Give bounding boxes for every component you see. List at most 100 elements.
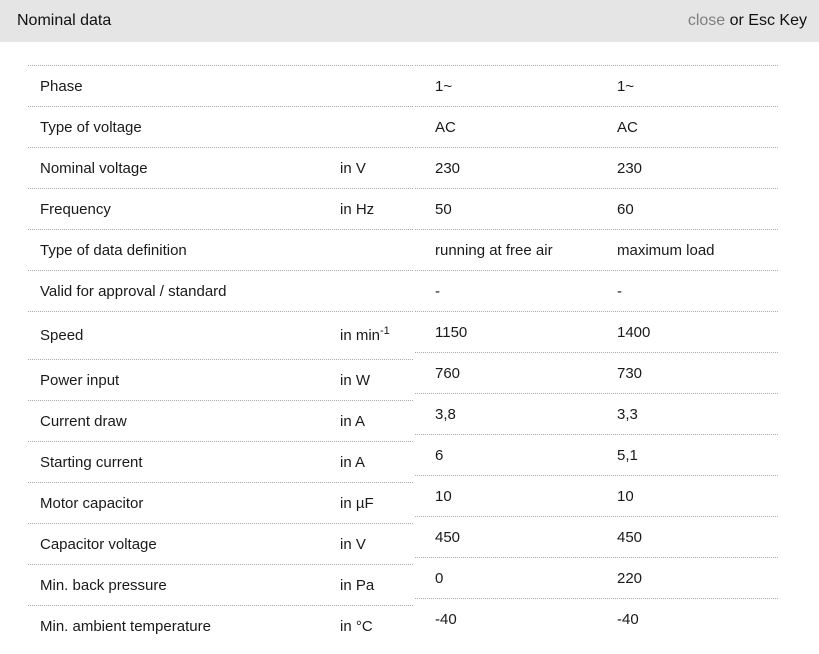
row-label: Capacitor voltage [40, 535, 157, 553]
unit-text: in Hz [340, 200, 375, 218]
row-label: Min. ambient temperature [40, 617, 211, 635]
value-cell-2: AC [617, 118, 638, 136]
value-cell-1: running at free air [435, 241, 553, 259]
value-cell-1: 10 [435, 487, 452, 505]
row-unit: in W [340, 372, 413, 389]
unit-text: in Pa [340, 576, 375, 594]
unit-text: in V [340, 159, 366, 177]
table-row-label: Power input in W [28, 359, 413, 400]
value-cell-1: - [435, 282, 440, 300]
row-unit: in Hz [340, 201, 413, 218]
value-cell-1: AC [435, 118, 456, 136]
table-row-values: -40 -40 [415, 598, 778, 639]
table-row-label: Type of voltage [28, 106, 413, 147]
unit-text: in °C [340, 617, 373, 635]
value-cell-2: - [617, 282, 622, 300]
table-row-values: 1150 1400 [415, 311, 778, 352]
value-cell-2: 230 [617, 159, 643, 177]
table-row-values: running at free air maximum load [415, 229, 778, 270]
table-row-values: 230 230 [415, 147, 778, 188]
row-label: Phase [40, 77, 83, 95]
row-label: Power input [40, 371, 120, 389]
value-cell-1: 0 [435, 569, 444, 587]
table-row-values: 760 730 [415, 352, 778, 393]
unit-text: in µF [340, 494, 374, 512]
row-unit: in A [340, 413, 413, 430]
row-label: Current draw [40, 412, 127, 430]
row-unit: in V [340, 536, 413, 553]
value-cell-1: 450 [435, 528, 461, 546]
value-cell-2: 3,3 [617, 405, 638, 423]
unit-text: in min [340, 327, 381, 344]
row-label: Nominal voltage [40, 159, 148, 177]
value-cell-1: 50 [435, 200, 452, 218]
unit-text: in A [340, 453, 366, 471]
nominal-data-table: Phase Type of voltage Nominal voltage in… [28, 65, 778, 646]
value-cell-2: 730 [617, 364, 643, 382]
table-row-label: Type of data definition [28, 229, 413, 270]
row-unit: in Pa [340, 577, 413, 594]
row-unit: in °C [340, 618, 413, 635]
row-label: Frequency [40, 200, 111, 218]
table-row-values: 6 5,1 [415, 434, 778, 475]
table-row-label: Frequency in Hz [28, 188, 413, 229]
table-row-label: Nominal voltage in V [28, 147, 413, 188]
value-cell-1: 760 [435, 364, 461, 382]
table-row-label: Current draw in A [28, 400, 413, 441]
table-row-values: 3,8 3,3 [415, 393, 778, 434]
table-row-label: Capacitor voltage in V [28, 523, 413, 564]
table-row-label: Valid for approval / standard [28, 270, 413, 311]
row-label: Starting current [40, 453, 143, 471]
row-label: Type of voltage [40, 118, 142, 136]
row-label: Valid for approval / standard [40, 282, 227, 300]
unit-text: in V [340, 535, 366, 553]
value-cell-2: 60 [617, 200, 634, 218]
unit-text: in W [340, 371, 370, 389]
dialog-header: Nominal data close or Esc Key [0, 0, 819, 42]
label-column-group: Phase Type of voltage Nominal voltage in… [28, 65, 413, 646]
value-cell-2: -40 [617, 610, 639, 628]
table-row-values: 50 60 [415, 188, 778, 229]
value-column-group: 1~ 1~ AC AC 230 230 50 60 running at fre… [415, 65, 778, 646]
close-link[interactable]: close [687, 12, 726, 29]
esc-key-hint: or Esc Key [725, 12, 807, 29]
value-cell-2: 220 [617, 569, 643, 587]
value-cell-2: 10 [617, 487, 634, 505]
row-unit: in A [340, 454, 413, 471]
value-cell-1: 3,8 [435, 405, 456, 423]
unit-superscript: -1 [380, 325, 390, 337]
table-row-values: 1~ 1~ [415, 65, 778, 106]
value-cell-2: 450 [617, 528, 643, 546]
value-cell-2: maximum load [617, 241, 715, 259]
unit-text: in A [340, 412, 366, 430]
value-cell-1: 1~ [435, 77, 453, 95]
table-row-values: 10 10 [415, 475, 778, 516]
table-row-label: Min. ambient temperature in °C [28, 605, 413, 646]
table-row-label: Phase [28, 65, 413, 106]
row-unit: in min-1 [340, 325, 413, 345]
value-cell-2: 1~ [617, 77, 635, 95]
value-cell-1: -40 [435, 610, 457, 628]
table-row-values: 450 450 [415, 516, 778, 557]
value-cell-1: 230 [435, 159, 461, 177]
value-cell-2: 1400 [617, 323, 651, 341]
table-row-label: Starting current in A [28, 441, 413, 482]
table-row-label: Min. back pressure in Pa [28, 564, 413, 605]
row-unit: in V [340, 160, 413, 177]
value-cell-1: 6 [435, 446, 444, 464]
table-row-values: 0 220 [415, 557, 778, 598]
table-row-values: AC AC [415, 106, 778, 147]
dialog-title: Nominal data [17, 12, 112, 29]
table-row-label: Motor capacitor in µF [28, 482, 413, 523]
row-unit: in µF [340, 495, 413, 512]
row-label: Motor capacitor [40, 494, 144, 512]
row-label: Min. back pressure [40, 576, 167, 594]
value-cell-2: 5,1 [617, 446, 638, 464]
row-label: Speed [40, 327, 84, 344]
table-row-label: Speed in min-1 [28, 311, 413, 359]
close-controls: close or Esc Key [688, 12, 807, 30]
value-cell-1: 1150 [435, 323, 468, 341]
row-label: Type of data definition [40, 241, 187, 259]
table-row-values: - - [415, 270, 778, 311]
